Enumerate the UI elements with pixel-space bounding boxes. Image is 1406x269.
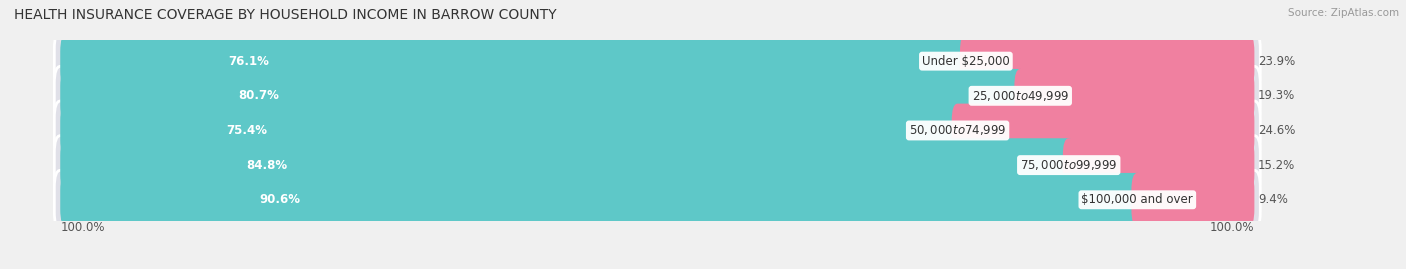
Text: $25,000 to $49,999: $25,000 to $49,999 [972,89,1069,103]
FancyBboxPatch shape [60,138,1074,192]
Text: $100,000 and over: $100,000 and over [1081,193,1194,206]
FancyBboxPatch shape [55,136,1260,194]
Text: 9.4%: 9.4% [1258,193,1288,206]
Text: Source: ZipAtlas.com: Source: ZipAtlas.com [1288,8,1399,18]
FancyBboxPatch shape [55,101,1260,160]
Text: 19.3%: 19.3% [1258,89,1295,102]
Text: 90.6%: 90.6% [259,193,299,206]
Text: 24.6%: 24.6% [1258,124,1295,137]
Text: $75,000 to $99,999: $75,000 to $99,999 [1019,158,1118,172]
FancyBboxPatch shape [1063,138,1254,192]
Text: 100.0%: 100.0% [60,221,104,233]
FancyBboxPatch shape [1014,69,1254,123]
FancyBboxPatch shape [60,104,963,157]
FancyBboxPatch shape [55,66,1260,125]
Text: $50,000 to $74,999: $50,000 to $74,999 [908,123,1007,137]
Text: 75.4%: 75.4% [226,124,267,137]
FancyBboxPatch shape [55,32,1260,91]
Text: 84.8%: 84.8% [246,159,288,172]
Text: HEALTH INSURANCE COVERAGE BY HOUSEHOLD INCOME IN BARROW COUNTY: HEALTH INSURANCE COVERAGE BY HOUSEHOLD I… [14,8,557,22]
Text: Under $25,000: Under $25,000 [922,55,1010,68]
FancyBboxPatch shape [960,34,1254,88]
Text: 100.0%: 100.0% [1211,221,1254,233]
FancyBboxPatch shape [1132,173,1254,227]
Text: 80.7%: 80.7% [238,89,278,102]
FancyBboxPatch shape [55,170,1260,229]
FancyBboxPatch shape [60,34,972,88]
Text: 15.2%: 15.2% [1258,159,1295,172]
FancyBboxPatch shape [60,69,1026,123]
Text: 23.9%: 23.9% [1258,55,1295,68]
Text: 76.1%: 76.1% [228,55,269,68]
FancyBboxPatch shape [60,173,1143,227]
FancyBboxPatch shape [952,104,1254,157]
